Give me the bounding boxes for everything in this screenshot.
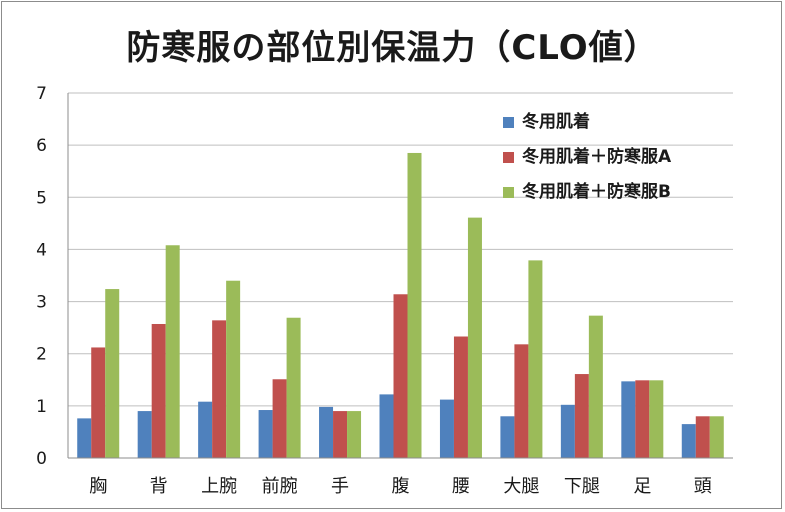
bar: [198, 401, 213, 458]
bar: [226, 280, 241, 458]
x-tick-label: 腰: [452, 476, 470, 497]
bar: [560, 404, 575, 458]
bar: [709, 416, 724, 458]
bar: [319, 406, 334, 458]
bar: [379, 394, 394, 458]
y-tick-label: 1: [36, 397, 47, 417]
bar: [151, 323, 166, 458]
x-tick-label: 上腕: [201, 476, 237, 497]
y-tick-label: 3: [36, 293, 47, 313]
y-tick-label: 6: [36, 136, 47, 156]
bar: [574, 374, 589, 458]
bar: [500, 416, 515, 458]
legend-swatch: [503, 187, 514, 198]
x-tick-label: 下腿: [564, 476, 600, 497]
y-axis: 0 1 2 3 4 5 6 7: [36, 84, 69, 469]
chart-title: 防寒服の部位別保温力（CLO値）: [126, 28, 659, 68]
bar: [137, 411, 152, 458]
y-tick-label: 2: [36, 345, 47, 365]
x-tick-label: 足: [633, 476, 651, 497]
legend-label: 冬用肌着: [522, 111, 590, 132]
legend-label: 冬用肌着＋防寒服A: [522, 146, 672, 167]
legend-label: 冬用肌着＋防寒服B: [522, 181, 671, 202]
y-tick-label: 5: [36, 188, 47, 208]
bar: [681, 424, 696, 458]
x-tick-label: 背: [150, 476, 168, 497]
bar: [467, 217, 482, 458]
bar: [514, 344, 529, 458]
bar: [91, 347, 106, 458]
bar: [453, 336, 468, 458]
bar: [695, 416, 710, 458]
bar: [105, 289, 120, 458]
legend-swatch: [503, 117, 514, 128]
bar: [649, 380, 664, 458]
x-tick-label: 大腿: [503, 476, 539, 497]
bar: [407, 152, 422, 458]
x-tick-label: 手: [331, 476, 349, 497]
y-tick-label: 0: [36, 449, 47, 469]
x-tick-label: 前腕: [262, 476, 298, 497]
bar: [77, 418, 92, 458]
legend-swatch: [503, 152, 514, 163]
y-tick-label: 7: [36, 84, 47, 104]
bar: [393, 294, 408, 458]
x-tick-label: 腹: [392, 476, 410, 497]
bar: [439, 399, 454, 458]
bar: [272, 379, 287, 458]
bar: [528, 260, 543, 458]
x-axis: 胸 背 上腕 前腕 手 腹 腰 大腿 下腿 足 頭: [68, 457, 733, 497]
bar: [588, 315, 603, 458]
bar: [165, 245, 180, 458]
bar: [621, 381, 636, 458]
y-tick-label: 4: [36, 240, 47, 260]
bars: [77, 152, 724, 458]
bar: [286, 317, 301, 458]
bar: [258, 410, 273, 458]
bar: [333, 411, 348, 458]
bar: [212, 320, 227, 458]
x-tick-label: 胸: [89, 476, 107, 497]
bar: [635, 380, 650, 458]
x-tick-label: 頭: [694, 476, 712, 497]
bar: [347, 411, 362, 458]
